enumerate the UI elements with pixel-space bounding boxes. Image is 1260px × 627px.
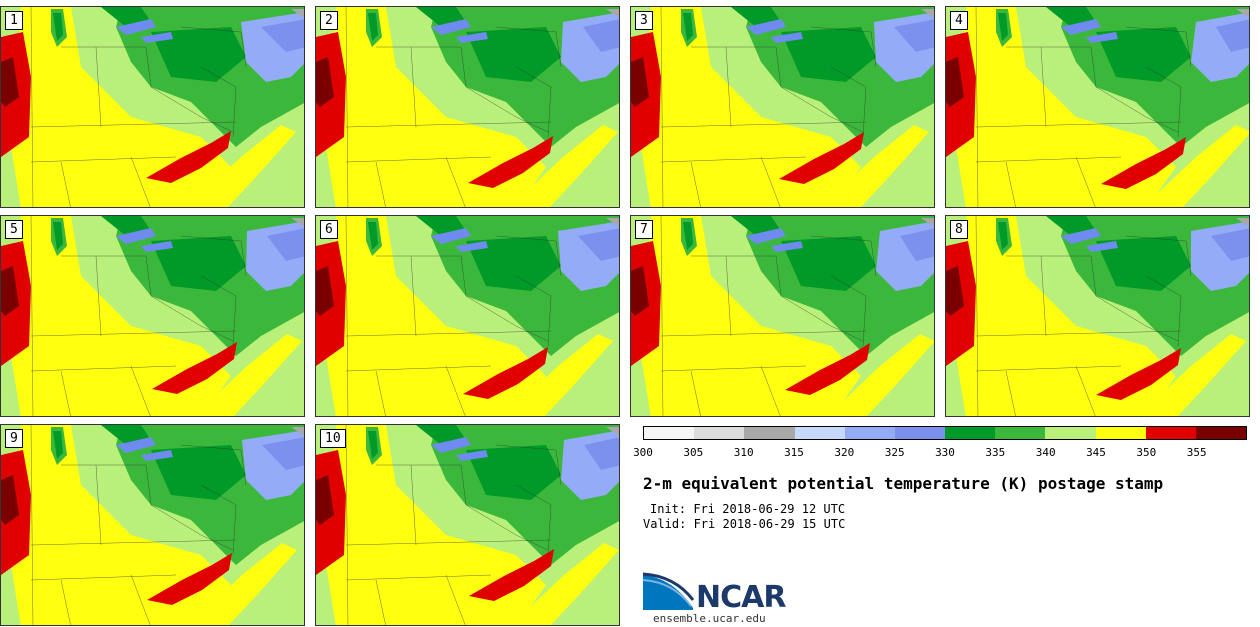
postage-stamp-map: 5 xyxy=(0,215,305,417)
postage-stamp-map: 7 xyxy=(630,215,935,417)
postage-stamp-map: 8 xyxy=(945,215,1250,417)
colorbar-ticks: 300 305 310 315 320 325 330 335 340 345 350 355 xyxy=(633,446,1247,460)
stamp-member-label: 6 xyxy=(320,220,338,239)
stamp-member-label: 7 xyxy=(635,220,653,239)
postage-stamp-map: 2 xyxy=(315,6,620,208)
colorbar-tick-label: 300 xyxy=(633,446,653,459)
postage-stamp-map: 4 xyxy=(945,6,1250,208)
colorbar-cell xyxy=(1095,427,1146,439)
colorbar-cell xyxy=(894,427,946,439)
colorbar-tick-label: 350 xyxy=(1136,446,1157,459)
stamp-member-label: 2 xyxy=(320,11,338,30)
colorbar-cell xyxy=(644,427,695,439)
figure-title: 2-m equivalent potential temperature (K)… xyxy=(643,474,1164,493)
colorbar-tick-label: 345 xyxy=(1086,446,1106,459)
stamp-member-label: 4 xyxy=(950,11,968,30)
colorbar-cell xyxy=(694,427,745,439)
colorbar-cell xyxy=(1195,427,1247,439)
colorbar-cell xyxy=(1045,427,1096,439)
colorbar-tick-label: 335 xyxy=(985,446,1006,459)
logo-url[interactable]: ensemble.ucar.edu xyxy=(653,612,766,625)
colorbar-cell xyxy=(744,427,795,439)
colorbar-tick-label: 310 xyxy=(733,446,754,459)
ncar-logo-icon xyxy=(643,572,695,610)
stamp-member-label: 5 xyxy=(5,220,23,239)
stamp-member-label: 3 xyxy=(635,11,653,30)
colorbar-tick-label: 330 xyxy=(935,446,955,459)
postage-stamp-map: 10 xyxy=(315,424,620,626)
colorbar-tick-label: 325 xyxy=(884,446,905,459)
stamp-member-label: 10 xyxy=(320,429,346,448)
colorbar-cell xyxy=(1145,427,1196,439)
postage-stamp-map: 3 xyxy=(630,6,935,208)
colorbar-tick-label: 305 xyxy=(683,446,704,459)
colorbar-cell xyxy=(794,427,845,439)
colorbar xyxy=(643,426,1247,440)
postage-stamp-map: 9 xyxy=(0,424,305,626)
stamp-member-label: 9 xyxy=(5,429,23,448)
stamp-member-label: 8 xyxy=(950,220,968,239)
stamp-member-label: 1 xyxy=(5,11,23,30)
valid-time: Valid: Fri 2018-06-29 15 UTC xyxy=(643,517,846,531)
colorbar-cell xyxy=(945,427,996,439)
colorbar-tick-label: 320 xyxy=(834,446,855,459)
colorbar-tick-label: 315 xyxy=(784,446,804,459)
colorbar-cell xyxy=(844,427,895,439)
colorbar-tick-label: 340 xyxy=(1035,446,1056,459)
init-time: Init: Fri 2018-06-29 12 UTC xyxy=(650,502,846,516)
colorbar-tick-label: 355 xyxy=(1186,446,1207,459)
logo-wordmark: NCAR xyxy=(696,580,786,615)
postage-stamp-map: 6 xyxy=(315,215,620,417)
postage-stamp-map: 1 xyxy=(0,6,305,208)
colorbar-cell xyxy=(995,427,1046,439)
